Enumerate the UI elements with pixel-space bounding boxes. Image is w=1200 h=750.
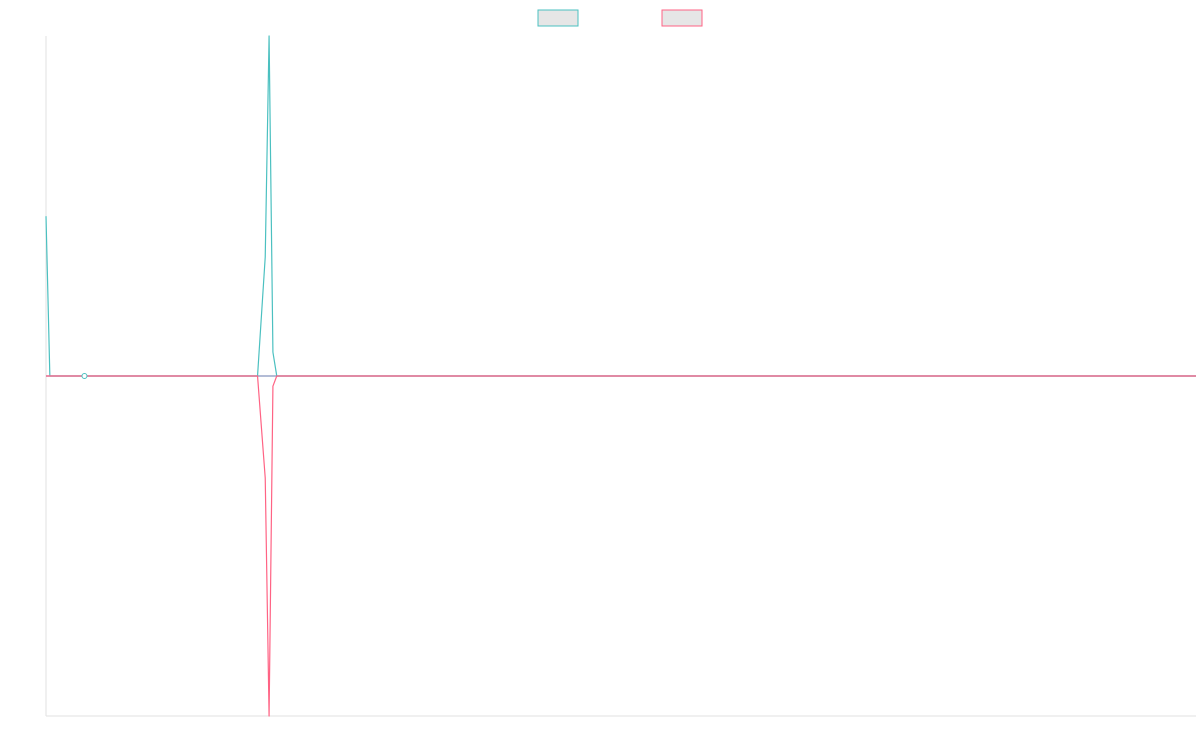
legend-swatch-1[interactable] bbox=[537, 9, 579, 27]
series-line-2 bbox=[46, 375, 1196, 717]
series-layer bbox=[45, 35, 1196, 717]
legend bbox=[537, 9, 703, 27]
legend-swatch-2[interactable] bbox=[661, 9, 703, 27]
data-point-marker[interactable] bbox=[81, 373, 88, 379]
series-line-1 bbox=[45, 35, 1196, 377]
